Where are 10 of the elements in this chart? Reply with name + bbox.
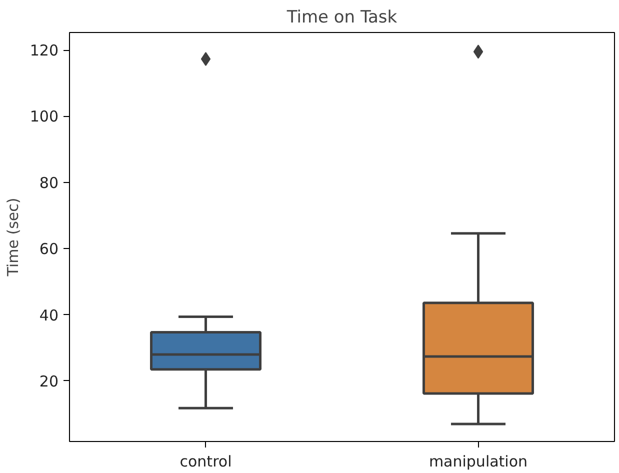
y-tick-label: 20	[39, 372, 59, 390]
x-tick-label: control	[180, 452, 232, 470]
y-tick-label: 120	[30, 42, 59, 60]
y-tick-label: 100	[30, 108, 59, 126]
chart-title: Time on Task	[286, 8, 398, 28]
y-tick-label: 40	[39, 306, 59, 324]
y-tick-label: 60	[39, 240, 59, 258]
x-tick-label: manipulation	[428, 452, 528, 470]
y-axis-title: Time (sec)	[4, 198, 22, 278]
y-tick-label: 80	[39, 174, 59, 192]
